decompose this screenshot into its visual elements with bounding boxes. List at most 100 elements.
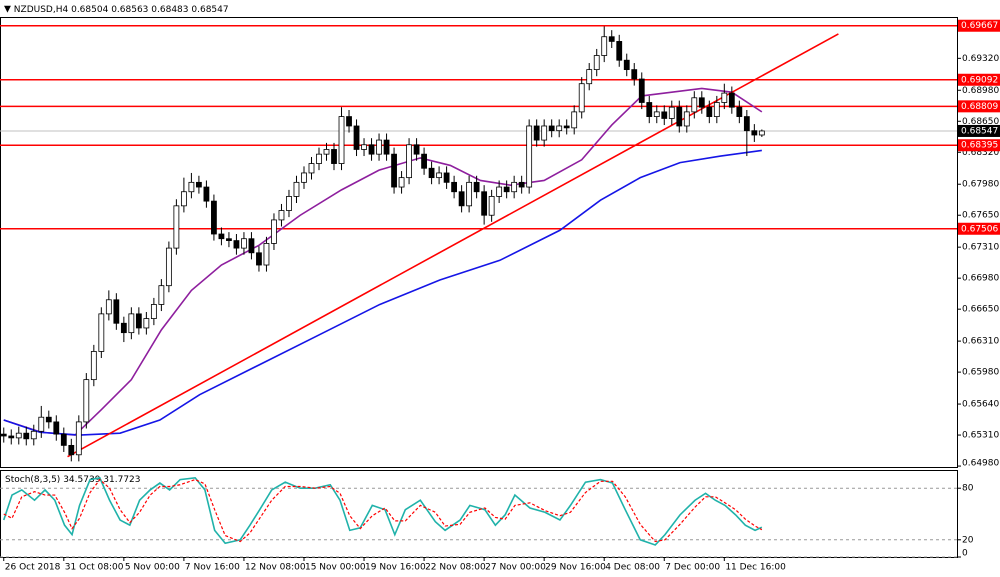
ohlc-open: 0.68504 (71, 5, 108, 15)
level-tag (958, 73, 1000, 86)
candle-body (736, 106, 743, 117)
level-tag (958, 139, 1000, 152)
candle-body (120, 322, 127, 334)
level-tag (958, 222, 1000, 235)
x-tick-label: 4 Dec 08:00 (605, 563, 660, 573)
candle-body (638, 78, 645, 103)
candle-body (413, 144, 420, 155)
candle-body (338, 116, 345, 164)
candle-body (368, 144, 375, 155)
candle-body (586, 69, 593, 85)
candle-body (698, 97, 705, 108)
level-tag-label: 0.68809 (961, 102, 998, 112)
candle-body (593, 55, 600, 71)
candle-body (676, 106, 683, 127)
candle-body (518, 181, 525, 188)
candle-body (721, 92, 728, 103)
y-tick-label: 20 (962, 535, 974, 545)
candle-body (75, 421, 82, 456)
candle-body (135, 313, 142, 329)
y-tick-label: 0.68320 (962, 148, 999, 158)
y-tick-label: 0.65980 (962, 368, 999, 378)
candle-body (196, 181, 202, 188)
x-tick-label: 5 Nov 00:00 (125, 563, 180, 573)
candle-body (571, 111, 578, 129)
candle-body (503, 186, 510, 193)
candle-body (150, 304, 157, 319)
x-tick-label: 7 Nov 16:00 (185, 563, 240, 573)
candle-body (361, 144, 367, 150)
candle-body (158, 285, 165, 305)
candle-body (90, 351, 97, 381)
candle-body (406, 144, 412, 179)
line (3, 478, 763, 543)
last-price-label: 0.68547 (961, 126, 998, 136)
level-tag (958, 100, 1000, 113)
candle-body (376, 139, 382, 155)
candle-body (691, 97, 698, 113)
candle-body (180, 191, 187, 207)
level-tag-label: 0.68395 (961, 141, 998, 151)
candle-body (556, 125, 563, 132)
x-tick-label: 12 Nov 08:00 (245, 563, 306, 573)
x-tick-label: 11 Dec 16:00 (725, 563, 786, 573)
candle-body (0, 433, 7, 437)
x-tick-label: 22 Nov 08:00 (425, 563, 486, 573)
x-tick-label: 29 Nov 16:00 (545, 563, 606, 573)
y-tick-label: 0.65310 (962, 431, 999, 441)
candle-body (293, 181, 300, 197)
candle-body (248, 238, 255, 254)
y-tick-label: 0.68650 (962, 117, 999, 127)
main-frame (0, 17, 958, 468)
candle-body (286, 196, 292, 211)
candle-body (758, 130, 765, 136)
level-tag-label: 0.69667 (961, 21, 998, 31)
candle-body (233, 240, 240, 249)
candle-body (308, 163, 315, 174)
candle-body (98, 313, 105, 352)
x-tick-label: 7 Dec 00:00 (665, 563, 720, 573)
candle-body (143, 318, 150, 329)
candle-body (743, 116, 750, 132)
last-price-tag (958, 124, 1000, 137)
candle-body (533, 125, 540, 141)
stoch-header: Stoch(8,3,5) 34.5739 31.7723 (5, 475, 141, 485)
candle-body (15, 432, 22, 439)
candle-body (706, 106, 713, 117)
candle-body (113, 299, 120, 324)
candle-body (608, 36, 615, 42)
candle-body (451, 181, 458, 193)
candle-body (60, 433, 67, 446)
y-tick-label: 0.66980 (962, 274, 999, 284)
stoch-signal-value: 31.7723 (103, 475, 140, 485)
candle-body (488, 196, 495, 216)
y-tick-label: 0.67650 (962, 211, 999, 221)
y-tick-label: 0.64980 (962, 459, 999, 469)
y-tick-label: 0.66650 (962, 305, 999, 315)
x-tick-label: 15 Nov 00:00 (305, 563, 366, 573)
candle-body (481, 191, 488, 216)
y-tick-label: 0.67980 (962, 180, 999, 190)
candle-body (496, 186, 503, 197)
candle-body (165, 247, 172, 287)
candle-body (616, 41, 623, 61)
candle-body (45, 416, 52, 423)
candle-body (278, 210, 285, 221)
level-tag-label: 0.69092 (961, 75, 998, 85)
candle-body (301, 172, 307, 183)
candle-body (353, 125, 360, 150)
candle-body (173, 205, 180, 249)
candle-body (458, 191, 465, 207)
ohlc-close: 0.68547 (191, 5, 228, 15)
candle-body (211, 200, 217, 235)
candle-body (391, 153, 397, 188)
candle-body (398, 177, 405, 188)
line (3, 149, 762, 436)
candle-body (218, 233, 225, 240)
level-tag (958, 19, 1000, 32)
candle-body (661, 111, 668, 119)
candle-body (8, 435, 15, 439)
candle-body (241, 238, 247, 249)
